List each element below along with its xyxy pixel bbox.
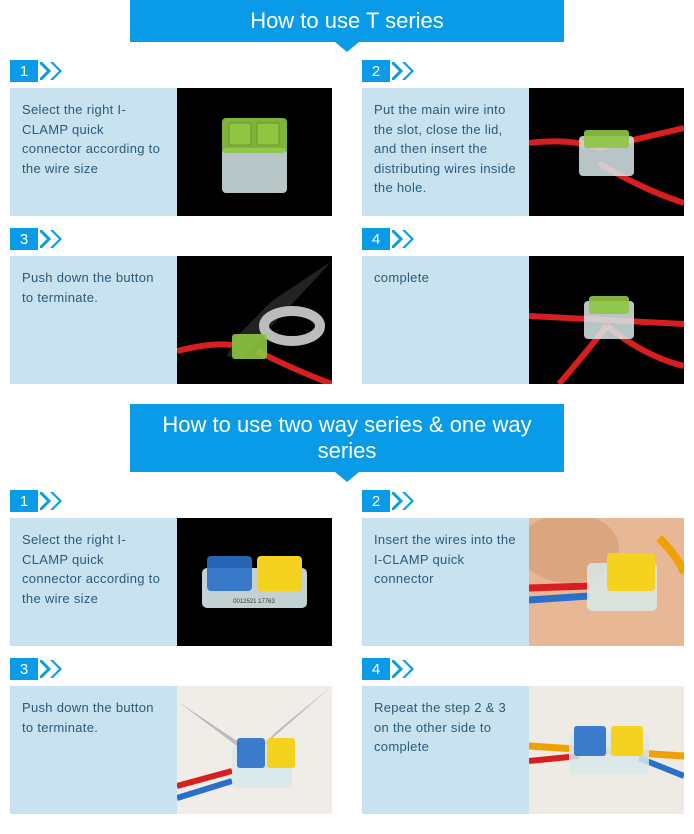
step-number-badge: 3	[10, 228, 38, 250]
chevron-icon	[392, 230, 422, 248]
step-body: Push down the button to terminate.	[10, 686, 332, 814]
step-number-badge: 1	[10, 490, 38, 512]
step: 4 Repeat the step 2 & 3 on the other sid…	[362, 658, 684, 814]
step-number-badge: 1	[10, 60, 38, 82]
steps-grid: 1 Select the right I-CLAMP quick connect…	[0, 472, 694, 834]
step-body: Repeat the step 2 & 3 on the other side …	[362, 686, 684, 814]
step-image	[529, 88, 684, 216]
step-number-row: 1	[10, 490, 332, 512]
chevron-icon	[40, 492, 70, 510]
step-body: Push down the button to terminate.	[10, 256, 332, 384]
step-body: Put the main wire into the slot, close t…	[362, 88, 684, 216]
step: 1 Select the right I-CLAMP quick connect…	[10, 60, 332, 216]
step: 1 Select the right I-CLAMP quick connect…	[10, 490, 332, 646]
step-image: 0012521 17763	[177, 518, 332, 646]
step-number-row: 4	[362, 228, 684, 250]
step-text: Insert the wires into the I-CLAMP quick …	[362, 518, 529, 646]
step-image	[177, 256, 332, 384]
section-header: How to use two way series & one way seri…	[130, 404, 564, 472]
chevron-icon	[40, 62, 70, 80]
step-text: Push down the button to terminate.	[10, 256, 177, 384]
step-number-row: 3	[10, 658, 332, 680]
step-number-badge: 4	[362, 658, 390, 680]
step-number-badge: 3	[10, 658, 38, 680]
step: 3 Push down the button to terminate.	[10, 228, 332, 384]
chevron-icon	[40, 230, 70, 248]
step-number-row: 2	[362, 490, 684, 512]
chevron-icon	[40, 660, 70, 678]
step-text: Select the right I-CLAMP quick connector…	[10, 518, 177, 646]
step-body: Select the right I-CLAMP quick connector…	[10, 518, 332, 646]
step: 2 Insert the wires into the I-CLAMP quic…	[362, 490, 684, 646]
step-body: Select the right I-CLAMP quick connector…	[10, 88, 332, 216]
step-image	[177, 686, 332, 814]
chevron-icon	[392, 62, 422, 80]
step: 4 complete	[362, 228, 684, 384]
steps-grid: 1 Select the right I-CLAMP quick connect…	[0, 42, 694, 404]
step: 3 Push down the button to terminate.	[10, 658, 332, 814]
step-text: Put the main wire into the slot, close t…	[362, 88, 529, 216]
step-body: complete	[362, 256, 684, 384]
step-body: Insert the wires into the I-CLAMP quick …	[362, 518, 684, 646]
step-text: complete	[362, 256, 529, 384]
step-number-row: 2	[362, 60, 684, 82]
chevron-icon	[392, 660, 422, 678]
step-number-row: 4	[362, 658, 684, 680]
step-number-badge: 2	[362, 60, 390, 82]
section-header: How to use T series	[130, 0, 564, 42]
svg-text:0012521 17763: 0012521 17763	[233, 599, 275, 605]
step-image	[177, 88, 332, 216]
step-number-badge: 2	[362, 490, 390, 512]
chevron-icon	[392, 492, 422, 510]
step-number-badge: 4	[362, 228, 390, 250]
step-image	[529, 518, 684, 646]
step-text: Select the right I-CLAMP quick connector…	[10, 88, 177, 216]
step-image	[529, 256, 684, 384]
step-number-row: 3	[10, 228, 332, 250]
step-number-row: 1	[10, 60, 332, 82]
step-text: Push down the button to terminate.	[10, 686, 177, 814]
step: 2 Put the main wire into the slot, close…	[362, 60, 684, 216]
step-text: Repeat the step 2 & 3 on the other side …	[362, 686, 529, 814]
step-image	[529, 686, 684, 814]
